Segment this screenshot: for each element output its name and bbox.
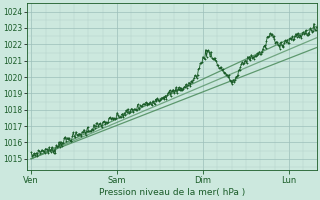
X-axis label: Pression niveau de la mer( hPa ): Pression niveau de la mer( hPa ) (99, 188, 245, 197)
